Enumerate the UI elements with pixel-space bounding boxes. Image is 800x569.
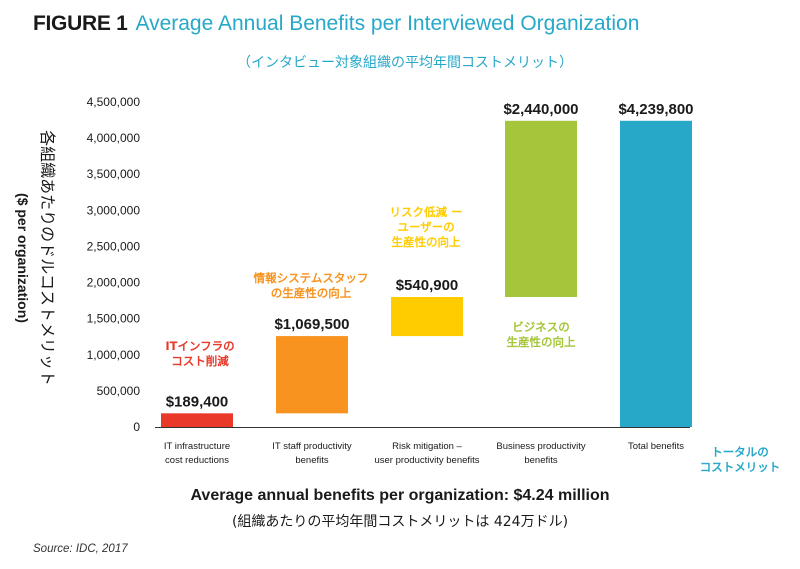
y-tick-label: 3,500,000 [87, 167, 141, 181]
y-tick-label: 2,000,000 [87, 276, 141, 290]
annotation-line: コストメリット [699, 460, 781, 474]
bar-it-infra [161, 413, 233, 427]
y-tick-label: 4,500,000 [87, 95, 141, 109]
bar-value-label: $189,400 [166, 393, 229, 410]
x-category-label: user productivity benefits [374, 455, 479, 466]
y-tick-label: 1,500,000 [87, 312, 141, 326]
bar-value-label: $1,069,500 [274, 316, 349, 333]
annotation-line: の生産性の向上 [270, 286, 352, 300]
x-category-label: benefits [524, 455, 558, 466]
annotation-risk: リスク低減 ーユーザーの 生産性の向上 [389, 205, 462, 250]
source-note: Source: IDC, 2017 [33, 543, 128, 555]
annotation-line: 生産性の向上 [391, 235, 461, 249]
annotation-it-infra: ITインフラの コスト削減 [165, 339, 234, 369]
y-tick-label: 3,000,000 [87, 203, 141, 217]
annotation-line: ユーザーの [397, 220, 455, 234]
figure-label: FIGURE 1 [33, 12, 128, 35]
annotation-line: リスク低減 ー [389, 205, 463, 219]
figure-title: Average Annual Benefits per Interviewed … [135, 12, 640, 35]
y-tick-label: 4,000,000 [87, 131, 141, 145]
benefits-waterfall-chart: 0 500,000 1,000,000 1,500,000 2,000,000 2,500… [87, 95, 694, 466]
annotation-total: トータルの コストメリット [700, 445, 781, 475]
x-category-label: Risk mitigation – [392, 441, 462, 452]
x-category-label: IT infrastructure [164, 441, 230, 452]
figure-title-row: FIGURE 1 Average Annual Benefits per Inte… [33, 12, 639, 36]
summary-en: Average annual benefits per organization… [190, 487, 610, 504]
bar-value-label: $4,239,800 [618, 101, 693, 118]
x-category-label: benefits [295, 455, 329, 466]
annotation-it-staff: 情報システムスタッフ の生産性の向上 [254, 271, 369, 301]
annotation-line: コスト削減 [171, 354, 229, 368]
bar-business [505, 120, 577, 298]
summary-jp: (組織あたりの平均年間コストメリットは 424万ドル) [231, 514, 569, 530]
annotation-line: 生産性の向上 [506, 335, 576, 349]
y-tick-label: 2,500,000 [87, 239, 141, 253]
x-category-label: IT staff productivity [272, 441, 352, 452]
y-tick-label: 500,000 [97, 384, 141, 398]
figure-subtitle-jp: （インタビュー対象組織の平均年間コストメリット） [237, 55, 573, 71]
y-tick-label: 0 [133, 420, 140, 434]
bar-it-staff [276, 336, 348, 414]
bar-total [620, 120, 692, 427]
bar-value-label: $2,440,000 [503, 101, 578, 118]
bar-value-label: $540,900 [396, 277, 459, 294]
annotation-business: ビジネスの 生産性の向上 [507, 320, 576, 350]
x-category-label: cost reductions [165, 455, 229, 466]
y-tick-label: 1,000,000 [87, 348, 141, 362]
annotation-line: 情報システムスタッフ [253, 271, 369, 285]
x-category-label: Business productivity [496, 441, 585, 452]
annotation-line: ビジネスの [512, 320, 570, 334]
bar-risk [391, 297, 463, 337]
annotation-line: トータルの [711, 445, 769, 459]
annotation-line: ITインフラの [165, 339, 235, 353]
x-category-label: Total benefits [628, 441, 684, 452]
